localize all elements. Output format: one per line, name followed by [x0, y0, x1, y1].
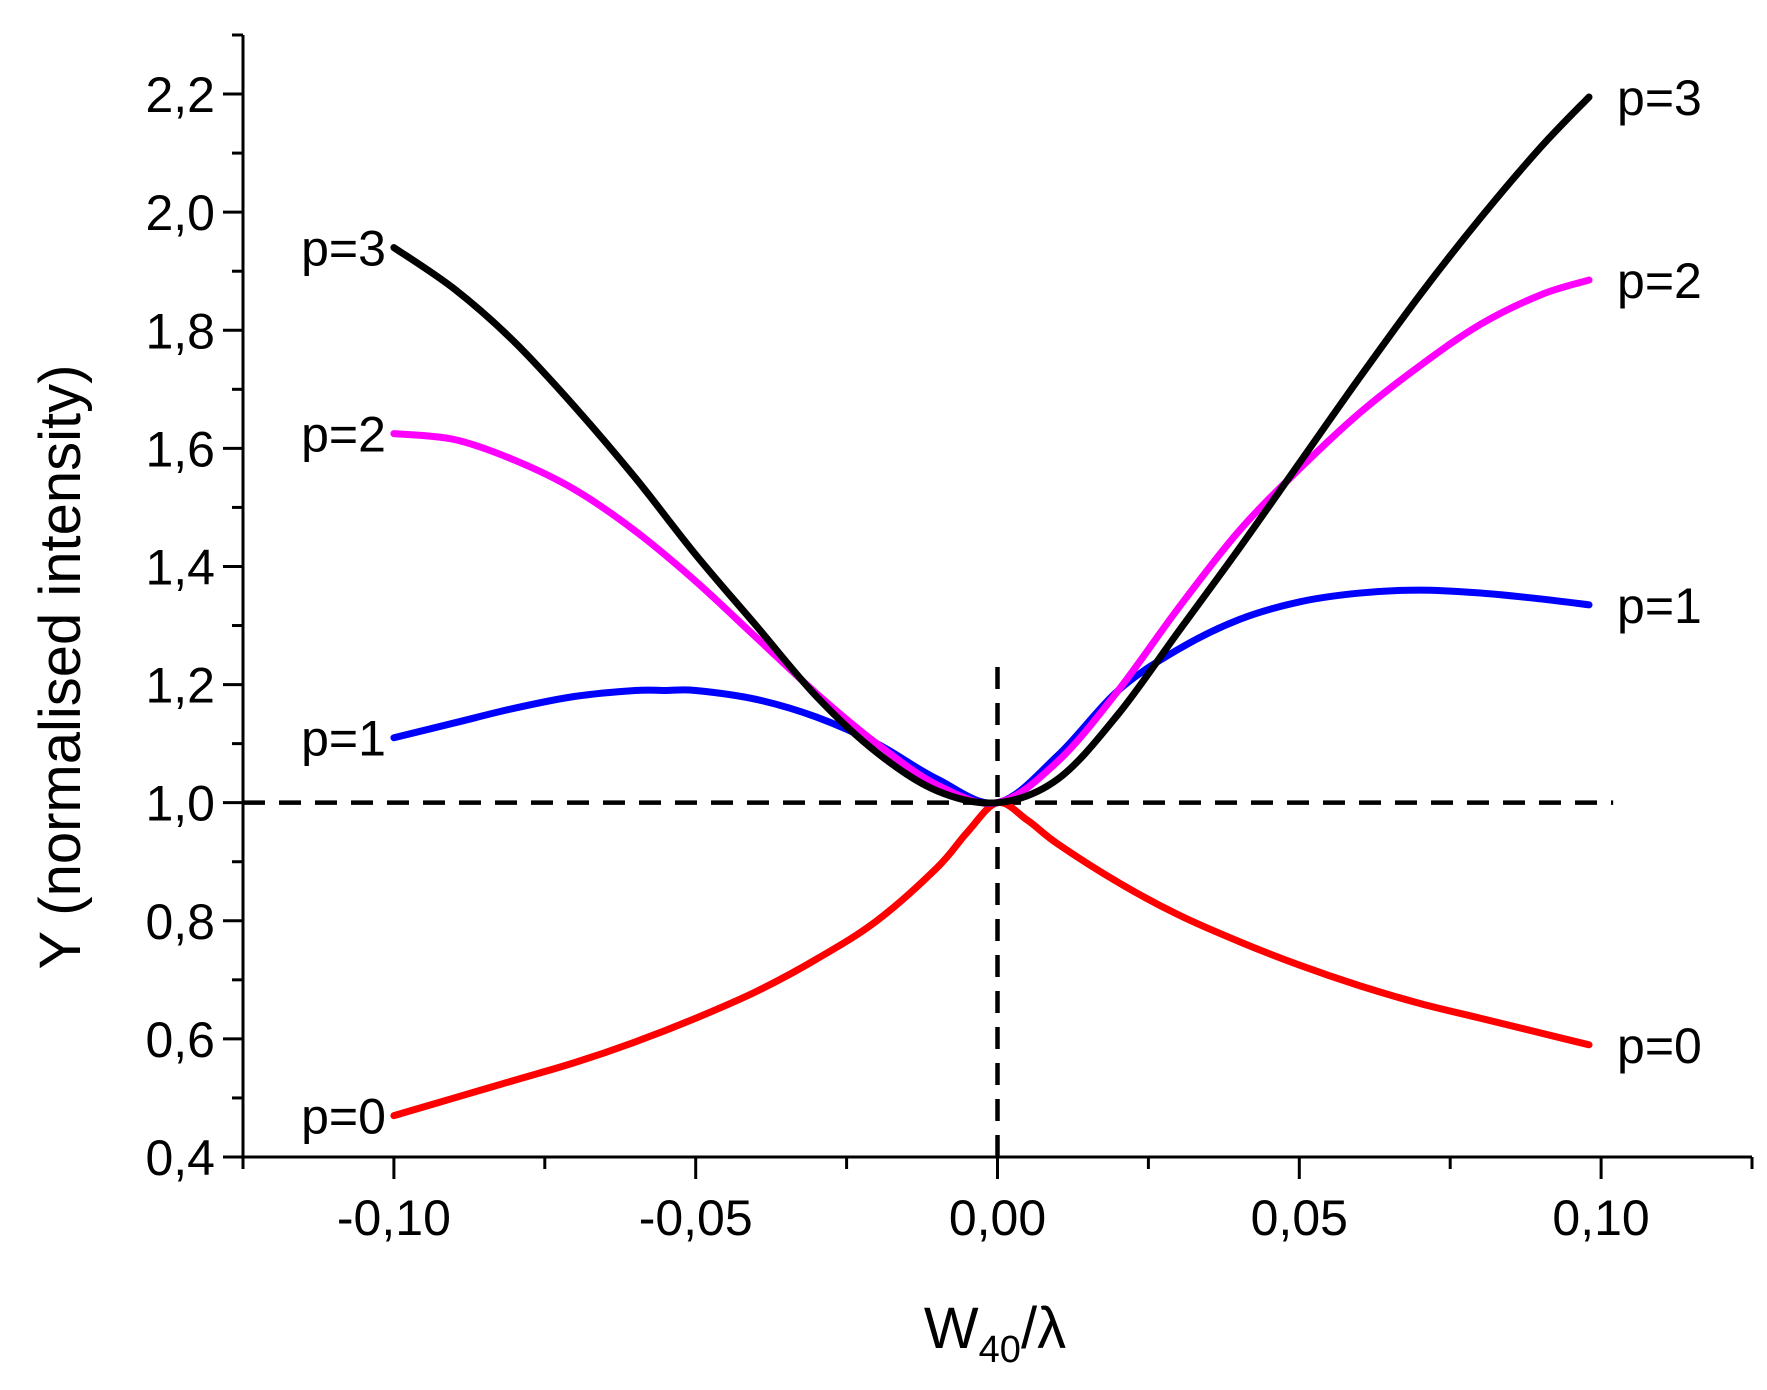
x-axis-title-rest: /λ	[1021, 1296, 1066, 1361]
series-label-left-p2: p=2	[301, 407, 386, 463]
series-line-p0	[390, 799, 1593, 1120]
series-label-left-p3: p=3	[301, 221, 386, 277]
series-line-p3	[390, 93, 1593, 807]
x-tick-label: -0,05	[639, 1190, 753, 1246]
series-line-p1	[390, 586, 1593, 807]
y-axis-title: Y (normalised intensity)	[28, 365, 93, 970]
x-axis-title-subscript: 40	[979, 1329, 1021, 1371]
series-label-right-p0: p=0	[1617, 1018, 1702, 1074]
series-label-left-p0: p=0	[301, 1089, 386, 1145]
y-tick-label: 2,2	[145, 67, 215, 123]
y-tick-label: 0,8	[145, 894, 215, 950]
y-tick-label: 1,6	[145, 421, 215, 477]
series-label-right-p1: p=1	[1617, 578, 1702, 634]
x-tick-label: -0,10	[337, 1190, 451, 1246]
tick-labels: 0,4 0,6 0,8 1,0 1,2 1,4 1,6 1,8 2,0 2,2 -0,10 -0,05…	[145, 67, 1649, 1246]
x-axis-title-main: W	[924, 1296, 979, 1361]
y-tick-label: 2,0	[145, 185, 215, 241]
series-label-left-p1: p=1	[301, 711, 386, 767]
y-tick-label: 1,2	[145, 658, 215, 714]
x-tick-label: 0,10	[1552, 1190, 1649, 1246]
series-label-right-p2: p=2	[1617, 253, 1702, 309]
y-tick-label: 0,6	[145, 1012, 215, 1068]
series-lines	[390, 93, 1593, 1120]
series-label-right-p3: p=3	[1617, 70, 1702, 126]
series-labels: p=0 p=0 p=1 p=1 p=2 p=2 p=3 p=3	[301, 70, 1702, 1145]
y-tick-label: 1,0	[145, 776, 215, 832]
series-line-p2	[390, 276, 1593, 807]
reference-lines	[243, 666, 1614, 1157]
x-tick-label: 0,05	[1251, 1190, 1348, 1246]
x-tick-label: 0,00	[949, 1190, 1046, 1246]
y-tick-label: 1,4	[145, 539, 215, 595]
ticks	[223, 33, 1754, 1179]
x-axis-title: W40/λ	[924, 1296, 1066, 1371]
y-tick-label: 1,8	[145, 303, 215, 359]
y-tick-label: 0,4	[145, 1130, 215, 1186]
